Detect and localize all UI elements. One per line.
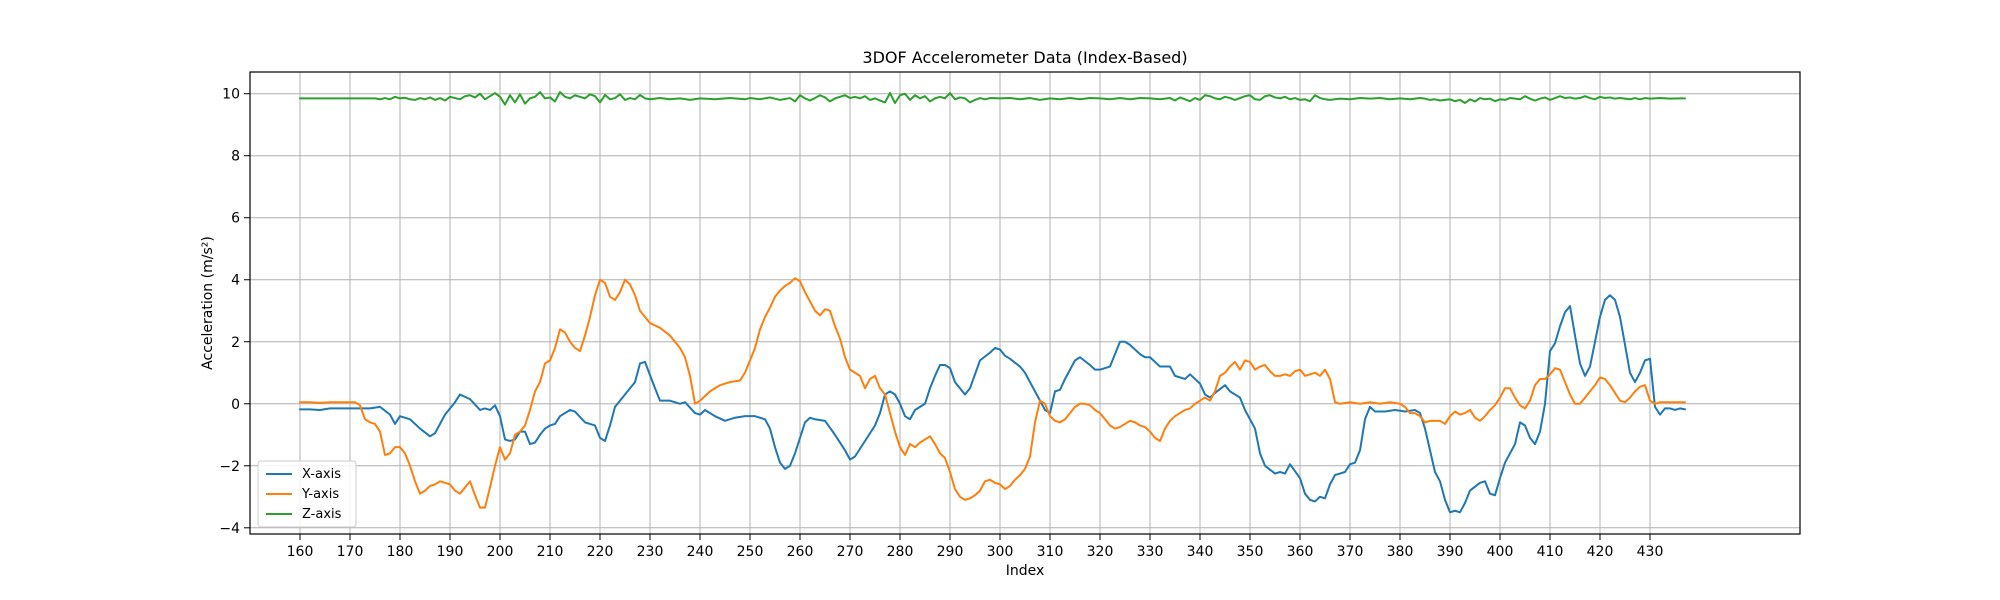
x-tick-label: 330 bbox=[1137, 544, 1164, 560]
x-tick-label: 200 bbox=[487, 544, 514, 560]
x-tick-label: 190 bbox=[437, 544, 464, 560]
x-tick-label: 310 bbox=[1037, 544, 1064, 560]
series-lines bbox=[299, 91, 1686, 514]
y-tick-label: 4 bbox=[231, 273, 240, 289]
series-line-y-axis bbox=[299, 277, 1686, 509]
legend-box bbox=[257, 460, 357, 528]
plot-frame bbox=[249, 71, 1801, 535]
y-tick-label: −4 bbox=[219, 521, 240, 537]
x-tick-label: 220 bbox=[587, 544, 614, 560]
y-axis-ticks: −4 −2 0 2 4 6 8 10 bbox=[219, 87, 250, 537]
legend-label-z-axis: Z-axis bbox=[302, 507, 342, 522]
y-tick-label: 8 bbox=[231, 149, 240, 165]
x-tick-label: 280 bbox=[887, 544, 914, 560]
x-tick-label: 250 bbox=[737, 544, 764, 560]
x-tick-label: 430 bbox=[1637, 544, 1664, 560]
legend-label-y-axis: Y-axis bbox=[301, 487, 339, 502]
x-tick-label: 300 bbox=[987, 544, 1014, 560]
x-axis-ticks: 160 170 180 190 200 210 220 230 240 250 260 270 280 2… bbox=[287, 534, 1664, 560]
x-tick-label: 420 bbox=[1587, 544, 1614, 560]
x-tick-label: 160 bbox=[287, 544, 314, 560]
x-tick-label: 410 bbox=[1537, 544, 1564, 560]
x-axis-label: Index bbox=[1006, 563, 1045, 579]
legend-label-x-axis: X-axis bbox=[302, 467, 341, 482]
x-tick-label: 290 bbox=[937, 544, 964, 560]
x-tick-label: 210 bbox=[537, 544, 564, 560]
x-tick-label: 320 bbox=[1087, 544, 1114, 560]
x-tick-label: 170 bbox=[337, 544, 364, 560]
grid-lines bbox=[250, 72, 1800, 534]
plot-area-background bbox=[250, 72, 1800, 534]
x-tick-label: 180 bbox=[387, 544, 414, 560]
legend: X-axis Y-axis Z-axis bbox=[257, 460, 357, 528]
x-tick-label: 370 bbox=[1337, 544, 1364, 560]
x-tick-label: 240 bbox=[687, 544, 714, 560]
y-tick-label: −2 bbox=[219, 459, 240, 475]
x-tick-label: 400 bbox=[1487, 544, 1514, 560]
x-tick-label: 350 bbox=[1237, 544, 1264, 560]
x-tick-label: 380 bbox=[1387, 544, 1414, 560]
chart-title: 3DOF Accelerometer Data (Index-Based) bbox=[862, 48, 1187, 67]
y-tick-label: 0 bbox=[231, 397, 240, 413]
y-tick-label: 10 bbox=[222, 87, 240, 103]
y-axis-label: Acceleration (m/s²) bbox=[200, 236, 216, 370]
series-line-z-axis bbox=[299, 91, 1686, 106]
x-tick-label: 390 bbox=[1437, 544, 1464, 560]
x-tick-label: 230 bbox=[637, 544, 664, 560]
y-tick-label: 2 bbox=[231, 335, 240, 351]
x-tick-label: 260 bbox=[787, 544, 814, 560]
x-tick-label: 360 bbox=[1287, 544, 1314, 560]
x-tick-label: 270 bbox=[837, 544, 864, 560]
y-tick-label: 6 bbox=[231, 211, 240, 227]
x-tick-label: 340 bbox=[1187, 544, 1214, 560]
